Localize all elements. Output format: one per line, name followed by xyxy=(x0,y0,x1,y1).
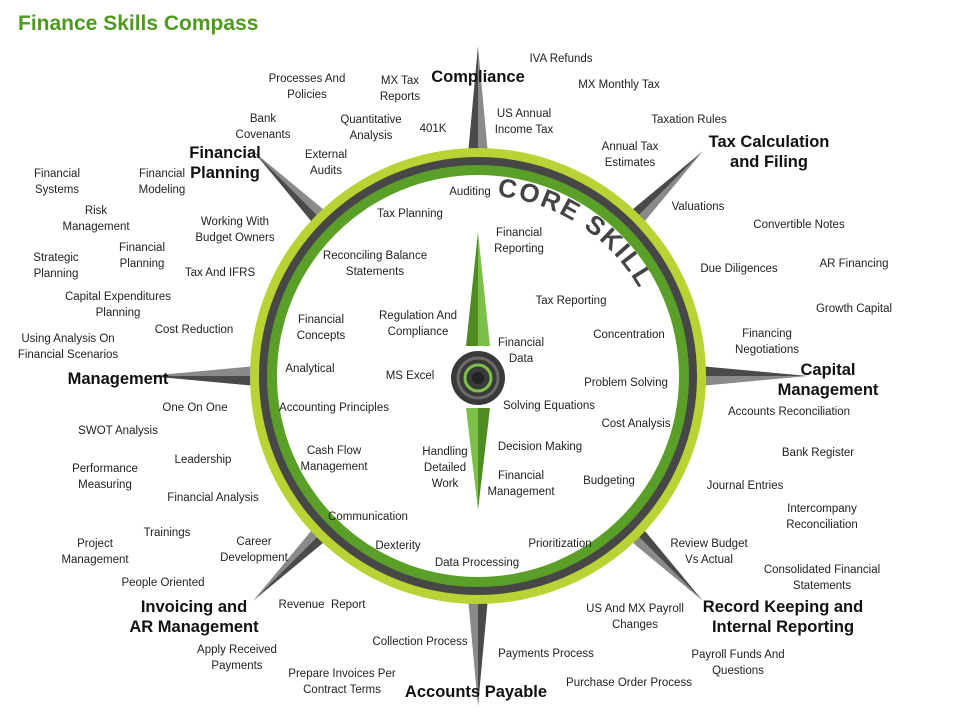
core-skill-13: Solving Equations xyxy=(502,400,596,412)
outer-skill-25: Financing Negotiations xyxy=(735,328,799,356)
core-skill-1: Tax Planning xyxy=(377,208,443,220)
category-capital-management: Capital Management xyxy=(777,361,879,399)
outer-skill-48: Prepare Invoices Per Contract Terms xyxy=(288,668,396,696)
outer-skill-8: Taxation Rules xyxy=(651,114,727,126)
core-skill-12: Accounting Principles xyxy=(279,402,389,414)
core-skill-3: Reconciling Balance Statements xyxy=(322,250,428,278)
core-skill-9: Analytical xyxy=(285,363,335,375)
needle-south-right xyxy=(478,408,490,510)
outer-skill-43: US And MX Payroll Changes xyxy=(586,603,684,631)
core-skill-21: Prioritization xyxy=(528,538,592,550)
outer-skill-0: IVA Refunds xyxy=(529,53,593,65)
outer-skill-22: Capital Expenditures Planning xyxy=(64,291,172,319)
hub-center xyxy=(472,372,484,384)
compass-point-2-light xyxy=(678,376,808,388)
outer-skill-44: Apply Received Payments xyxy=(197,644,277,672)
needle-north-right xyxy=(478,232,490,346)
category-record-keeping: Record Keeping and Internal Reporting xyxy=(702,598,864,636)
core-skill-11: Problem Solving xyxy=(584,377,668,389)
outer-skill-21: AR Financing xyxy=(819,258,889,270)
core-skill-16: Handling Detailed Work xyxy=(422,446,468,490)
core-skill-0: Auditing xyxy=(449,186,491,198)
outer-skill-4: Bank Covenants xyxy=(235,113,291,141)
outer-skill-33: Journal Entries xyxy=(706,480,784,492)
category-tax-calculation-and-filing: Tax Calculation and Filing xyxy=(708,133,830,171)
outer-skill-10: External Audits xyxy=(304,149,348,177)
hub-green xyxy=(463,363,493,393)
outer-skill-39: Review Budget Vs Actual xyxy=(670,538,748,566)
category-financial-planning: Financial Planning xyxy=(189,144,261,182)
core-skill-8: Financial Data xyxy=(497,337,545,365)
outer-skill-11: Financial Systems xyxy=(33,168,81,196)
compass-point-2-dark xyxy=(678,364,808,376)
outer-skill-2: MX Tax Reports xyxy=(379,75,421,103)
compass-point-4-light xyxy=(466,576,478,706)
category-invoicing-ar: Invoicing and AR Management xyxy=(129,598,259,636)
outer-skill-12: Financial Modeling xyxy=(138,168,186,196)
outer-skill-24: Cost Reduction xyxy=(154,324,234,336)
outer-skill-29: SWOT Analysis xyxy=(78,425,158,437)
core-skill-20: Communication xyxy=(328,511,408,523)
outer-skill-9: Annual Tax Estimates xyxy=(601,141,659,169)
outer-skill-45: Collection Process xyxy=(372,636,468,648)
outer-skill-18: Working With Budget Owners xyxy=(195,216,275,244)
core-skill-6: Regulation And Compliance xyxy=(378,310,458,338)
core-skill-7: Concentration xyxy=(593,329,665,341)
compass-point-6-light xyxy=(148,364,278,376)
core-skill-23: Data Processing xyxy=(434,557,520,569)
outer-skill-35: Intercompany Reconciliation xyxy=(786,503,858,531)
outer-skill-17: Financial Planning xyxy=(118,242,166,270)
outer-skill-14: Valuations xyxy=(671,201,725,213)
outer-skill-26: Using Analysis On Financial Scenarios xyxy=(17,333,119,361)
outer-skill-46: Payments Process xyxy=(498,648,594,660)
outer-skill-27: Accounts Reconciliation xyxy=(727,406,851,418)
outer-skill-5: Quantitative Analysis xyxy=(340,114,402,142)
hub-ring xyxy=(456,356,500,400)
core-skill-18: Financial Management xyxy=(487,470,555,498)
outer-skill-41: People Oriented xyxy=(121,577,205,589)
outer-skill-13: Risk Management xyxy=(62,205,130,233)
compass-point-0-light xyxy=(478,46,490,176)
outer-skill-31: Performance Measuring xyxy=(72,463,138,491)
page-title: Finance Skills Compass xyxy=(18,12,259,35)
core-skill-14: Cost Analysis xyxy=(601,418,671,430)
outer-skill-28: One On One xyxy=(162,402,228,414)
outer-skill-32: Leadership xyxy=(174,454,232,466)
core-skill-10: MS Excel xyxy=(385,370,435,382)
core-skill-17: Decision Making xyxy=(497,441,583,453)
core-skill-19: Budgeting xyxy=(583,475,635,487)
outer-skill-15: Convertible Notes xyxy=(753,219,845,231)
outer-skill-19: Tax And IFRS xyxy=(184,267,256,279)
outer-skill-7: US Annual Income Tax xyxy=(494,108,554,136)
outer-skill-36: Trainings xyxy=(143,527,191,539)
outer-skill-47: Payroll Funds And Questions xyxy=(691,649,785,677)
core-skill-5: Financial Concepts xyxy=(296,314,346,342)
outer-skill-16: Strategic Planning xyxy=(33,252,79,280)
outer-skill-49: Purchase Order Process xyxy=(566,677,692,689)
outer-skill-40: Consolidated Financial Statements xyxy=(763,564,881,592)
outer-skill-1: Processes And Policies xyxy=(268,73,346,101)
outer-skill-38: Career Development xyxy=(220,536,288,564)
compass-point-6-dark xyxy=(148,376,278,388)
outer-skill-23: Growth Capital xyxy=(815,303,893,315)
core-skill-22: Dexterity xyxy=(375,540,421,552)
category-management: Management xyxy=(67,370,169,388)
outer-skill-6: 401K xyxy=(419,123,447,135)
outer-skill-30: Bank Register xyxy=(781,447,855,459)
outer-skill-37: Project Management xyxy=(61,538,129,566)
needle-north-left xyxy=(466,232,478,346)
core-skill-4: Tax Reporting xyxy=(535,295,607,307)
core-skill-2: Financial Reporting xyxy=(494,227,544,255)
needle-south-left xyxy=(466,408,478,510)
compass-point-0-dark xyxy=(466,46,478,176)
outer-skill-42: Revenue Report xyxy=(278,599,366,611)
core-skill-15: Cash Flow Management xyxy=(300,445,368,473)
category-compliance: Compliance xyxy=(431,68,525,86)
outer-skill-3: MX Monthly Tax xyxy=(578,79,660,91)
category-accounts-payable: Accounts Payable xyxy=(404,683,548,701)
outer-skill-34: Financial Analysis xyxy=(167,492,259,504)
compass-point-4-dark xyxy=(478,576,490,706)
outer-skill-20: Due Diligences xyxy=(700,263,778,275)
